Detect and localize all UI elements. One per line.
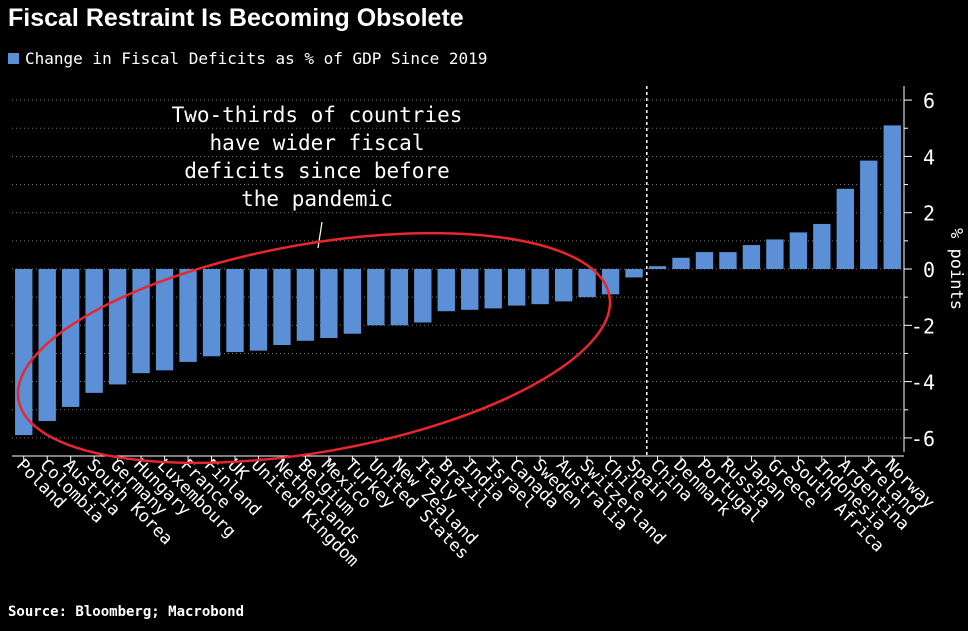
- bar: [132, 269, 150, 374]
- bar: [437, 269, 455, 312]
- bar: [85, 269, 103, 393]
- bar: [813, 223, 831, 269]
- bar: [695, 252, 714, 269]
- bar: [155, 269, 174, 371]
- chart-title: Fiscal Restraint Is Becoming Obsolete: [8, 4, 464, 32]
- annotation-line-3: deficits since before: [184, 159, 450, 183]
- y-tick-label: 0: [923, 258, 935, 282]
- bar: [202, 269, 221, 357]
- bar: [461, 269, 479, 310]
- bar: [226, 269, 244, 353]
- bar: [578, 269, 596, 298]
- legend: Change in Fiscal Deficits as % of GDP Si…: [8, 49, 487, 68]
- bar: [531, 269, 549, 305]
- source-note: Source: Bloomberg; Macrobond: [8, 604, 245, 620]
- legend-label: Change in Fiscal Deficits as % of GDP Si…: [25, 49, 488, 68]
- bar: [108, 269, 127, 385]
- bars: [15, 125, 901, 436]
- bar: [484, 269, 502, 309]
- highlight-ellipse-group: [16, 231, 612, 465]
- y-tick-label: -6: [911, 427, 935, 451]
- bar: [390, 269, 409, 326]
- bar: [367, 269, 385, 326]
- bar: [672, 257, 690, 269]
- bar: [860, 160, 878, 269]
- bar: [883, 125, 901, 270]
- bar: [296, 269, 315, 341]
- y-tick-label: -4: [911, 371, 935, 395]
- annotation-line-4: the pandemic: [241, 187, 393, 211]
- bar: [836, 188, 855, 269]
- y-tick-label: -2: [911, 314, 935, 338]
- legend-swatch: [8, 53, 19, 64]
- annotation-group: Two-thirds of countries have wider fisca…: [172, 103, 463, 249]
- bar: [414, 269, 432, 323]
- bar: [273, 269, 291, 346]
- annotation-pointer: [317, 221, 323, 249]
- bar: [742, 245, 761, 269]
- bar: [719, 252, 737, 269]
- bar: [625, 269, 643, 278]
- bar: [554, 269, 573, 302]
- bar: [766, 239, 784, 269]
- y-tick-label: 2: [923, 202, 935, 226]
- highlight-ellipse: [16, 231, 612, 465]
- annotation-line-2: have wider fiscal: [210, 131, 425, 155]
- y-tick-label: 4: [923, 145, 935, 169]
- bar: [179, 269, 197, 362]
- bar: [789, 232, 808, 269]
- bar: [249, 269, 268, 351]
- bar: [507, 269, 526, 306]
- bar: [320, 269, 338, 338]
- bar: [61, 269, 80, 407]
- y-axis-label: % points: [946, 228, 966, 310]
- y-axis: -6 -4 -2 0 2 4 6 % points: [903, 86, 966, 452]
- bar: [343, 269, 362, 334]
- bar: [648, 266, 667, 269]
- annotation-line-1: Two-thirds of countries: [172, 103, 463, 127]
- bar: [15, 269, 33, 436]
- y-tick-label: 6: [923, 89, 935, 113]
